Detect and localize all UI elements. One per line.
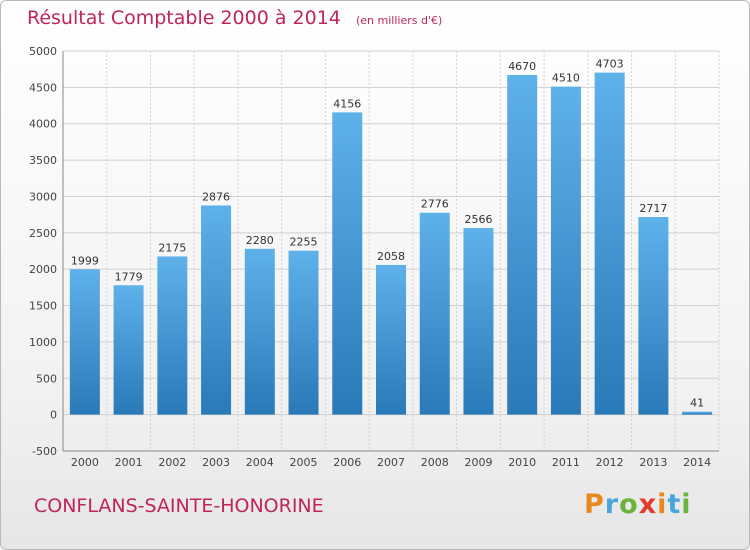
bar-2012 xyxy=(594,72,625,415)
data-label: 2717 xyxy=(639,202,667,215)
data-label: 2776 xyxy=(421,198,449,211)
x-tick-label: 2005 xyxy=(290,456,318,469)
y-tick-label: 1500 xyxy=(29,300,57,313)
axes xyxy=(62,51,719,452)
y-tick-label: 3500 xyxy=(29,154,57,167)
x-tick-label: 2011 xyxy=(552,456,580,469)
y-tick-label: 0 xyxy=(50,409,57,422)
bar-2000 xyxy=(69,269,100,415)
x-tick-label: 2007 xyxy=(377,456,405,469)
chart-title: Résultat Comptable 2000 à 2014 xyxy=(27,7,341,29)
y-tick-label: 3000 xyxy=(29,190,57,203)
data-label: 4156 xyxy=(333,97,361,110)
data-label: 2058 xyxy=(377,250,405,263)
x-tick-label: 2010 xyxy=(508,456,536,469)
data-label: 2876 xyxy=(202,190,230,203)
tick-labels: -500 0 500 1000 1500 2000 2500 3000 3500 4000 4500… xyxy=(29,45,711,469)
data-label: 2280 xyxy=(246,234,274,247)
y-tick-label: 5000 xyxy=(29,45,57,58)
x-tick-label: 2013 xyxy=(639,456,667,469)
bar-2003 xyxy=(201,205,232,415)
bar-2009 xyxy=(463,228,494,415)
y-tick-label: 4500 xyxy=(29,81,57,94)
commune-name: CONFLANS-SAINTE-HONORINE xyxy=(34,495,324,517)
x-tick-label: 2003 xyxy=(202,456,230,469)
x-tick-label: 2006 xyxy=(333,456,361,469)
x-tick-label: 2014 xyxy=(683,456,711,469)
data-label: 4703 xyxy=(596,58,624,71)
data-label: 1999 xyxy=(71,254,99,267)
bar-2014 xyxy=(682,411,713,415)
data-label: 2566 xyxy=(464,213,492,226)
y-tick-label: -500 xyxy=(32,445,57,458)
bar-2010 xyxy=(507,75,538,415)
bar-2011 xyxy=(550,86,581,415)
bar-2006 xyxy=(332,112,363,415)
y-tick-label: 1000 xyxy=(29,336,57,349)
bars xyxy=(69,72,713,415)
proxiti-logo: Proxiti xyxy=(584,489,692,520)
x-tick-label: 2002 xyxy=(158,456,186,469)
x-tick-label: 2000 xyxy=(71,456,99,469)
bar-2001 xyxy=(113,285,144,415)
data-label: 2255 xyxy=(290,236,318,249)
x-tick-label: 2008 xyxy=(421,456,449,469)
bar-2002 xyxy=(157,256,188,415)
x-tick-label: 2004 xyxy=(246,456,274,469)
bar-2008 xyxy=(419,212,450,415)
x-tick-label: 2001 xyxy=(115,456,143,469)
data-label: 4510 xyxy=(552,72,580,85)
y-tick-label: 4000 xyxy=(29,118,57,131)
y-tick-label: 2000 xyxy=(29,263,57,276)
chart-title-group: Résultat Comptable 2000 à 2014 (en milli… xyxy=(27,7,442,29)
data-label: 4670 xyxy=(508,60,536,73)
data-labels: 1999 1779 2175 2876 2280 2255 4156 2058 2776 2566… xyxy=(71,58,704,410)
data-label: 41 xyxy=(690,397,704,410)
x-tick-label: 2012 xyxy=(596,456,624,469)
bar-2013 xyxy=(638,217,669,415)
chart-subtitle: (en milliers d'€) xyxy=(355,14,443,27)
data-label: 2175 xyxy=(158,241,186,254)
x-tick-label: 2009 xyxy=(464,456,492,469)
data-label: 1779 xyxy=(115,270,143,283)
bar-2005 xyxy=(288,250,319,415)
y-tick-label: 500 xyxy=(36,372,57,385)
y-tick-label: 2500 xyxy=(29,227,57,240)
bar-2007 xyxy=(376,264,406,415)
bar-2004 xyxy=(244,248,275,415)
